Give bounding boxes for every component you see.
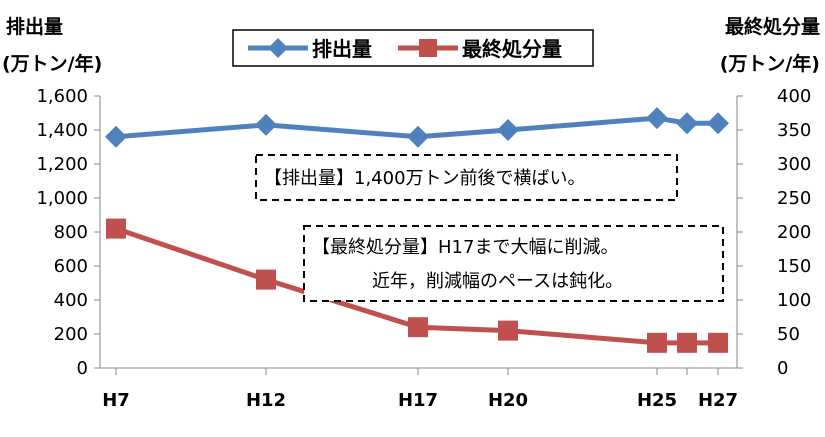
left-tick-label: 1,200 <box>36 154 88 175</box>
left-tick-label: 600 <box>54 256 88 277</box>
left-tick-label: 1,400 <box>36 120 88 141</box>
x-tick-label: H20 <box>488 390 528 411</box>
series-layer <box>105 107 729 353</box>
right-tick-label: 150 <box>777 256 811 277</box>
right-axis-title-line2: (万トン/年) <box>720 52 820 75</box>
right-tick-label: 250 <box>777 188 811 209</box>
legend-disposal-label: 最終処分量 <box>462 37 562 61</box>
left-axis-title-line2: (万トン/年) <box>2 52 102 75</box>
disposal-point <box>498 320 518 341</box>
right-tick-label: 300 <box>777 154 811 175</box>
legend: 排出量 最終処分量 <box>232 29 594 67</box>
right-axis-title-line1: 最終処分量 <box>725 15 820 38</box>
left-tick-label: 1,000 <box>36 188 88 209</box>
disposal-annotation: 【最終処分量】H17まで大幅に削減。 近年，削減幅のペースは鈍化。 <box>303 225 724 302</box>
emission-annotation: 【排出量】1,400万トン前後で横ばい。 <box>255 154 678 201</box>
left-tick-label: 0 <box>77 358 88 379</box>
disposal-annotation-box <box>303 225 724 302</box>
right-tick-label: 350 <box>777 120 811 141</box>
left-tick-label: 800 <box>54 222 88 243</box>
x-tick-label: H12 <box>246 390 286 411</box>
right-tick-label: 200 <box>777 222 811 243</box>
right-tick-label: 0 <box>777 358 788 379</box>
disposal-point <box>647 332 667 353</box>
right-tick-label: 50 <box>777 324 800 345</box>
emission-point <box>707 112 729 135</box>
left-tick-label: 200 <box>54 324 88 345</box>
right-y-ticks: 0 50 100 150 200 250 300 350 400 <box>737 86 811 379</box>
legend-disposal-marker <box>419 39 437 57</box>
disposal-point <box>677 332 697 353</box>
disposal-point <box>106 218 126 239</box>
emission-point <box>646 107 668 130</box>
emission-point <box>676 112 698 135</box>
emission-point <box>407 125 429 148</box>
x-tick-label: H17 <box>398 390 438 411</box>
x-tick-label: H27 <box>698 390 738 411</box>
emission-annotation-text: 【排出量】1,400万トン前後で横ばい。 <box>264 168 586 189</box>
disposal-point <box>408 317 428 338</box>
left-tick-label: 1,600 <box>36 86 88 107</box>
right-tick-label: 400 <box>777 86 811 107</box>
disposal-point <box>256 269 276 290</box>
disposal-point <box>708 332 728 353</box>
x-tick-label: H7 <box>102 390 130 411</box>
x-tick-label: H25 <box>637 390 677 411</box>
legend-emission-marker <box>268 38 288 58</box>
left-y-ticks: 0 200 400 600 800 1,000 1,200 1,400 1,600 <box>36 86 100 379</box>
legend-item-disposal: 最終処分量 <box>398 37 562 61</box>
emission-point <box>497 119 519 141</box>
disposal-annotation-line1: 【最終処分量】H17まで大幅に削減。 <box>312 237 618 258</box>
emission-point <box>255 113 277 136</box>
x-ticks: H7 H12 H17 H20 H25 H27 <box>102 368 738 411</box>
legend-emission-label: 排出量 <box>312 37 372 61</box>
legend-item-emission: 排出量 <box>248 37 372 61</box>
left-axis-title-line1: 排出量 <box>6 15 63 38</box>
right-tick-label: 100 <box>777 290 811 311</box>
emission-point <box>105 125 127 148</box>
emission-annotation-box <box>255 154 678 201</box>
left-tick-label: 400 <box>54 290 88 311</box>
disposal-annotation-line2: 近年，削減幅のペースは鈍化。 <box>372 271 623 292</box>
